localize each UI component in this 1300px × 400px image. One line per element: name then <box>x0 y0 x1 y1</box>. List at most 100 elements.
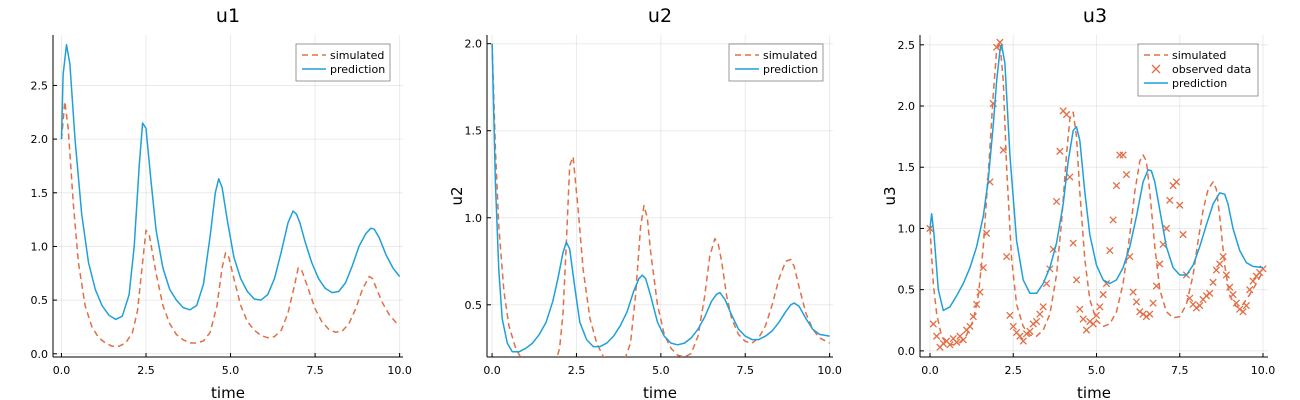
data-point-marker <box>1079 315 1087 323</box>
chart-1: 0.0 2.5 5.0 7.5 10.0 0.0 0.5 1.0 1.5 2.0 2.5 u1 time… <box>31 5 412 400</box>
data-point-marker <box>1222 271 1231 279</box>
legend-box <box>728 43 824 82</box>
series-line-prediction <box>929 44 1264 312</box>
data-point-marker <box>1216 260 1224 268</box>
data-point-marker <box>1172 178 1181 186</box>
legend-label: prediction <box>330 63 385 76</box>
y-axis-label: u3 <box>881 186 899 205</box>
data-point-marker <box>946 341 954 349</box>
x-tick-label: 0.0 <box>53 364 71 377</box>
data-point-marker <box>1052 197 1061 206</box>
data-point-marker <box>1102 279 1111 288</box>
x-tick-label: 2.5 <box>568 364 586 377</box>
y-tick-label: 2.0 <box>31 133 49 146</box>
data-point-marker <box>1016 332 1024 340</box>
data-point-marker <box>1122 170 1131 179</box>
data-point-marker <box>932 332 941 340</box>
x-tick-label: 5.0 <box>222 364 240 377</box>
series-line-simulated <box>929 41 1264 346</box>
data-point-marker <box>926 224 934 233</box>
data-point-marker <box>1146 310 1154 318</box>
data-point-marker <box>1239 308 1247 316</box>
data-point-marker <box>992 43 1001 51</box>
data-point-marker <box>1099 290 1107 299</box>
data-point-marker <box>1036 310 1044 318</box>
data-point-marker <box>1096 303 1104 311</box>
data-point-marker <box>1212 266 1221 274</box>
series-line-prediction <box>491 43 830 353</box>
data-point-marker <box>982 229 991 238</box>
y-tick-label: 1.5 <box>465 125 483 138</box>
legend-box <box>295 43 391 82</box>
data-point-marker <box>1039 303 1047 311</box>
y-tick-label: 1.5 <box>31 187 49 200</box>
chart-title: u1 <box>216 5 240 27</box>
data-point-marker <box>1056 147 1064 155</box>
y-tick-label: 2.5 <box>31 79 49 92</box>
data-point-marker <box>1129 288 1137 296</box>
data-point-marker <box>1062 110 1071 119</box>
data-point-marker <box>979 263 987 272</box>
data-point-marker <box>1179 230 1187 239</box>
y-tick-label: 2.5 <box>898 39 916 52</box>
y-tick-label: 1.0 <box>31 240 49 253</box>
data-point-marker <box>1249 277 1257 285</box>
y-tick-label: 1.0 <box>465 212 483 225</box>
plot-area <box>60 43 401 348</box>
data-point-marker <box>1156 260 1164 268</box>
data-point-marker <box>1132 298 1141 306</box>
x-tick-label: 10.0 <box>1251 364 1276 377</box>
data-point-marker <box>1209 278 1217 286</box>
y-tick-label: 1.5 <box>898 161 916 174</box>
data-point-marker <box>1149 299 1157 307</box>
y-tick-label: 0.0 <box>31 348 49 361</box>
data-point-marker <box>1026 327 1034 335</box>
data-point-marker <box>1082 326 1091 334</box>
data-point-marker <box>969 312 977 321</box>
legend-box <box>1137 43 1259 97</box>
x-tick-label: 10.0 <box>817 364 842 377</box>
data-point-marker <box>1219 252 1227 261</box>
y-axis-label: u2 <box>448 186 466 205</box>
x-tick-label: 0.0 <box>921 364 939 377</box>
x-axis-label: time <box>643 384 677 400</box>
data-point-marker <box>999 146 1007 154</box>
data-point-marker <box>1186 294 1194 302</box>
series-line-simulated <box>491 43 830 357</box>
legend-label: prediction <box>763 63 818 76</box>
data-point-marker <box>972 300 981 309</box>
y-tick-label: 2.0 <box>898 100 916 113</box>
data-point-marker <box>959 336 967 344</box>
data-point-marker <box>1226 283 1234 291</box>
series-observed-data <box>926 38 1267 351</box>
data-point-marker <box>1152 282 1161 290</box>
legend-label: prediction <box>1172 77 1227 90</box>
y-tick-label: 2.0 <box>465 38 483 51</box>
data-point-marker <box>1116 151 1124 159</box>
legend-marker <box>1151 64 1161 74</box>
data-point-marker <box>1032 317 1041 326</box>
data-point-marker <box>1196 301 1204 310</box>
x-tick-label: 2.5 <box>137 364 155 377</box>
x-tick-label: 0.0 <box>483 364 501 377</box>
y-tick-label: 0.5 <box>31 294 49 307</box>
data-point-marker <box>1109 216 1117 224</box>
y-tick-label: 0.0 <box>898 345 916 358</box>
data-point-marker <box>1089 320 1097 328</box>
data-point-marker <box>1112 181 1121 190</box>
series-line-simulated <box>60 100 400 348</box>
legend-label: simulated <box>763 49 817 62</box>
data-point-marker <box>1009 322 1017 331</box>
data-point-marker <box>1232 299 1241 307</box>
legend-label: simulated <box>1172 49 1226 62</box>
data-point-marker <box>952 338 961 346</box>
y-tick-label: 1.0 <box>898 222 916 235</box>
data-point-marker <box>976 288 984 296</box>
y-tick-label: 0.5 <box>898 284 916 297</box>
data-point-marker <box>1092 311 1101 320</box>
y-tick-label: 0.5 <box>465 299 483 312</box>
